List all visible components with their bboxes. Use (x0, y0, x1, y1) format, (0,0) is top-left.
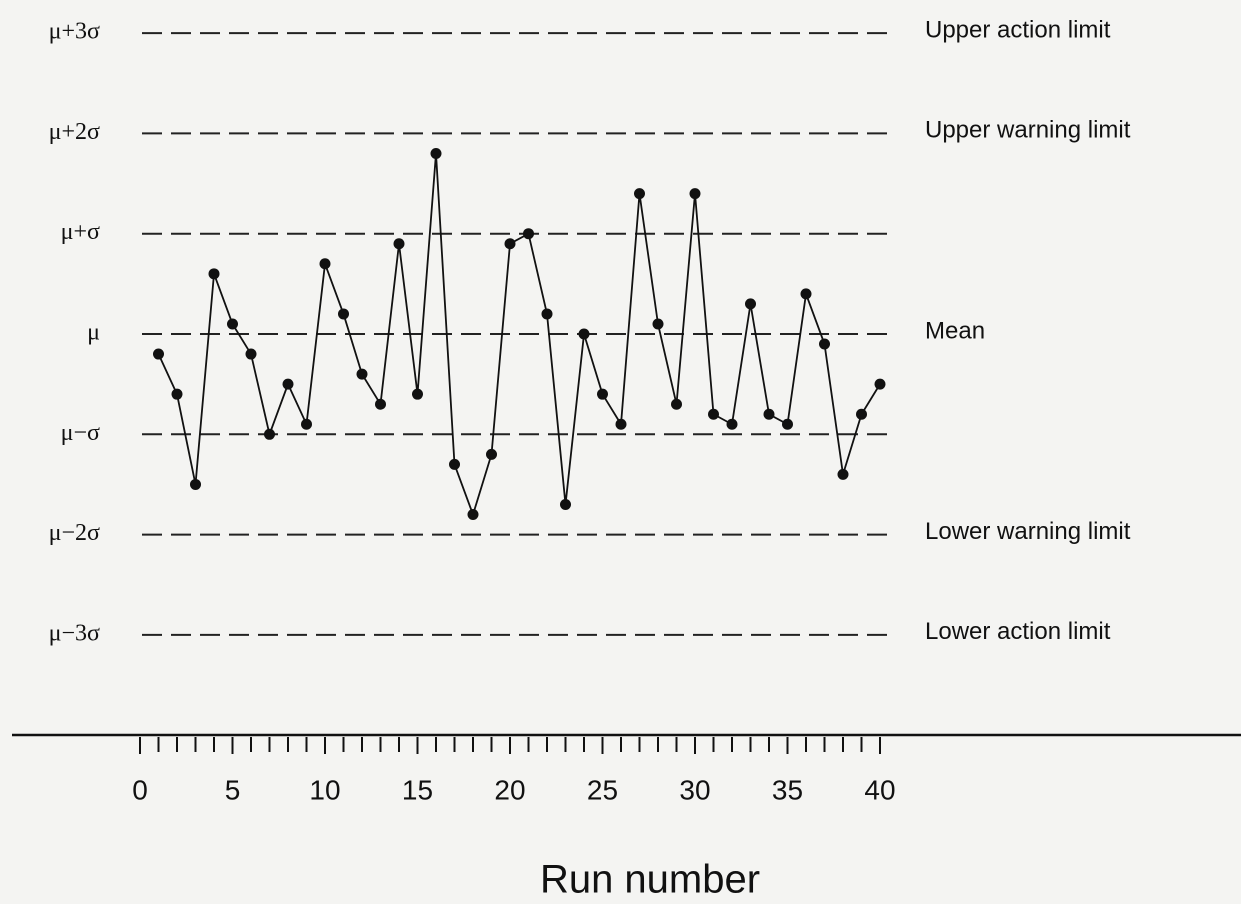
data-point (467, 509, 479, 521)
data-point (874, 378, 886, 390)
data-point (634, 188, 645, 200)
data-point (264, 428, 275, 440)
data-point (541, 308, 553, 320)
y-tick-label: μ−3σ (49, 620, 100, 646)
limit-label: Upper warning limit (925, 117, 1131, 144)
x-tick-label: 30 (679, 774, 710, 805)
data-point (689, 188, 701, 200)
data-point (578, 328, 590, 340)
y-tick-label: μ+2σ (49, 119, 100, 145)
data-point (708, 408, 719, 420)
data-point (171, 388, 183, 400)
data-point (523, 228, 534, 240)
data-point (800, 288, 812, 300)
x-axis-label: Run number (540, 858, 760, 902)
data-point (190, 478, 201, 490)
x-tick-label: 15 (402, 774, 433, 805)
data-point (153, 348, 164, 360)
data-point (375, 398, 386, 410)
data-point (597, 388, 608, 400)
data-point (782, 418, 793, 430)
data-point (208, 268, 220, 280)
data-point (430, 147, 442, 159)
data-point (819, 338, 830, 350)
data-point (745, 298, 756, 310)
x-tick-label: 40 (864, 774, 895, 805)
data-point (615, 418, 627, 430)
series-line (157, 153, 881, 518)
y-tick-label: μ−2σ (49, 520, 100, 546)
x-tick-label: 5 (225, 774, 241, 805)
y-tick-label: μ−σ (61, 420, 100, 446)
limit-label: Lower warning limit (925, 518, 1131, 545)
data-point (338, 308, 349, 320)
y-tick-label: μ (87, 320, 100, 346)
x-tick-label: 25 (587, 774, 618, 805)
x-tick-label: 35 (772, 774, 803, 805)
data-point (652, 318, 664, 330)
limit-label: Upper action limit (925, 16, 1111, 43)
data-point (856, 408, 867, 420)
x-tick-label: 20 (494, 774, 525, 805)
limit-label: Lower action limit (925, 618, 1111, 645)
y-tick-label: μ+3σ (49, 19, 100, 45)
data-point (356, 368, 368, 380)
data-point (301, 418, 312, 430)
data-point (726, 418, 738, 430)
data-point (245, 348, 257, 360)
data-point (227, 318, 238, 330)
x-tick-label: 0 (132, 774, 148, 805)
data-point (837, 468, 849, 480)
limit-label: Mean (925, 317, 985, 344)
x-tick-label: 10 (309, 774, 340, 805)
data-point (763, 408, 775, 420)
data-point (486, 448, 497, 460)
data-point (412, 388, 423, 400)
data-point (449, 458, 460, 470)
y-tick-label: μ+σ (61, 219, 100, 245)
data-point (282, 378, 294, 390)
data-point (560, 499, 571, 511)
data-point (393, 238, 405, 250)
data-point (671, 398, 682, 410)
data-point (504, 238, 516, 250)
data-point (319, 258, 331, 270)
